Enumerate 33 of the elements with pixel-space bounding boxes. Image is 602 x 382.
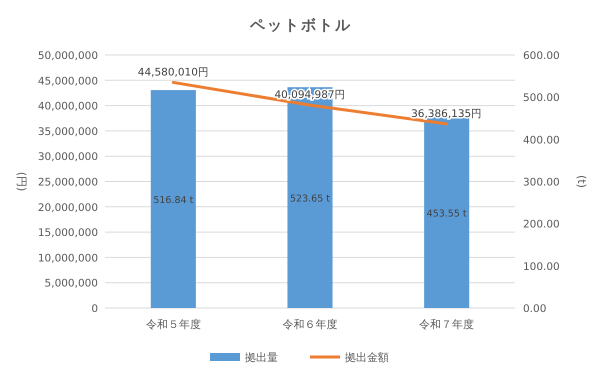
y2-axis-title: (t) [575, 175, 588, 188]
y-tick-label: 10,000,000 [38, 252, 98, 264]
y2-tick-label: 400.00 [523, 134, 560, 146]
y-tick-label: 15,000,000 [38, 227, 98, 240]
data-label: 44,580,010円 [138, 66, 209, 78]
y2-tick-label: 600.00 [523, 50, 560, 62]
y-tick-label: 45,000,000 [38, 75, 98, 88]
legend-label: 拠出金額 [345, 351, 389, 364]
data-label: 453.55 t [426, 208, 467, 220]
bar [150, 90, 196, 308]
y2-tick-label: 0.00 [523, 303, 546, 315]
legend-label: 拠出量 [245, 351, 278, 364]
data-label: 516.84 t [153, 195, 194, 206]
y2-tick-label: 200.00 [523, 218, 560, 231]
y-axis-title: (円) [15, 172, 28, 192]
bar [424, 116, 470, 308]
chart-title: ペットボトル [249, 16, 352, 34]
y-tick-label: 40,000,000 [38, 100, 98, 113]
x-tick-label: 令和６年度 [282, 318, 338, 331]
data-label: 36,386,135円 [411, 108, 482, 120]
y-tick-label: 50,000,000 [38, 50, 98, 62]
y-tick-label: 35,000,000 [38, 126, 98, 138]
y-tick-label: 0 [91, 303, 98, 315]
y-tick-label: 5,000,000 [44, 278, 98, 290]
y2-tick-label: 300.00 [523, 176, 560, 188]
y-tick-label: 20,000,000 [38, 202, 98, 214]
y2-tick-label: 100.00 [523, 260, 560, 273]
y-tick-label: 25,000,000 [38, 176, 98, 188]
x-tick-label: 令和７年度 [419, 318, 474, 331]
data-label: 523.65 t [290, 194, 330, 205]
y2-tick-label: 500.00 [523, 92, 560, 104]
y-tick-label: 30,000,000 [38, 151, 98, 164]
x-tick-label: 令和５年度 [146, 318, 201, 331]
